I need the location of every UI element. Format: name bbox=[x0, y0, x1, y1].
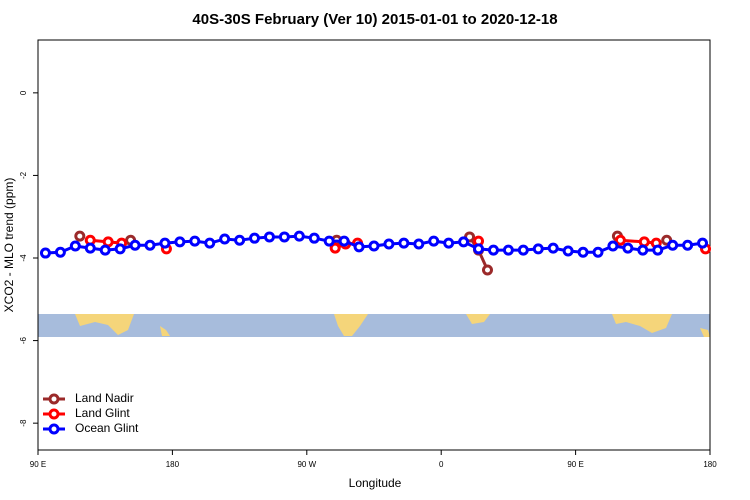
point bbox=[174, 236, 186, 248]
point bbox=[652, 244, 664, 256]
point bbox=[697, 237, 709, 249]
point bbox=[592, 246, 604, 258]
point bbox=[323, 235, 335, 247]
point bbox=[353, 241, 365, 253]
point bbox=[682, 239, 694, 251]
point bbox=[481, 264, 493, 276]
point bbox=[607, 240, 619, 252]
legend-marker bbox=[48, 423, 60, 435]
y-axis-label: XCO2 - MLO trend (ppm) bbox=[2, 178, 16, 313]
legend-label: Land Glint bbox=[75, 406, 130, 420]
point bbox=[99, 244, 111, 256]
point bbox=[39, 247, 51, 259]
point bbox=[54, 246, 66, 258]
x-tick-label: 180 bbox=[703, 460, 717, 469]
chart-title: 40S-30S February (Ver 10) 2015-01-01 to … bbox=[192, 11, 557, 28]
point bbox=[129, 239, 141, 251]
point bbox=[443, 237, 455, 249]
x-tick-label: 90 E bbox=[30, 460, 46, 469]
point bbox=[614, 234, 626, 246]
legend-marker bbox=[48, 393, 60, 405]
y-tick-label: 0 bbox=[19, 90, 28, 95]
y-tick-label: -4 bbox=[19, 254, 28, 262]
point bbox=[84, 242, 96, 254]
point bbox=[249, 232, 261, 244]
point bbox=[637, 244, 649, 256]
legend-label: Land Nadir bbox=[75, 391, 134, 405]
point bbox=[532, 243, 544, 255]
point bbox=[144, 239, 156, 251]
point bbox=[159, 237, 171, 249]
point bbox=[338, 235, 350, 247]
legend-label: Ocean Glint bbox=[75, 421, 139, 435]
point bbox=[473, 243, 485, 255]
y-tick-label: -8 bbox=[19, 419, 28, 427]
point bbox=[219, 233, 231, 245]
plot-frame bbox=[37, 39, 711, 451]
point bbox=[577, 246, 589, 258]
point bbox=[114, 243, 126, 255]
point bbox=[667, 239, 679, 251]
point bbox=[383, 238, 395, 250]
point bbox=[487, 244, 499, 256]
point bbox=[189, 235, 201, 247]
point bbox=[234, 234, 246, 246]
y-tick-label: -2 bbox=[19, 171, 28, 179]
point bbox=[204, 237, 216, 249]
point bbox=[278, 231, 290, 243]
point bbox=[293, 230, 305, 242]
point bbox=[502, 244, 514, 256]
legend-marker bbox=[48, 408, 60, 420]
point bbox=[638, 236, 650, 248]
point bbox=[413, 238, 425, 250]
point bbox=[74, 230, 86, 242]
point bbox=[562, 245, 574, 257]
point bbox=[69, 240, 81, 252]
point bbox=[263, 231, 275, 243]
x-tick-label: 90 E bbox=[567, 460, 583, 469]
point bbox=[428, 235, 440, 247]
map-strip bbox=[38, 314, 710, 337]
x-tick-label: 90 W bbox=[297, 460, 316, 469]
x-tick-label: 0 bbox=[439, 460, 444, 469]
y-tick-label: -6 bbox=[19, 336, 28, 344]
point bbox=[368, 240, 380, 252]
point bbox=[329, 242, 341, 254]
point bbox=[398, 237, 410, 249]
point bbox=[622, 242, 634, 254]
point bbox=[517, 244, 529, 256]
point bbox=[308, 232, 320, 244]
x-tick-label: 180 bbox=[166, 460, 180, 469]
x-axis-label: Longitude bbox=[349, 476, 402, 490]
point bbox=[458, 236, 470, 248]
point bbox=[547, 242, 559, 254]
